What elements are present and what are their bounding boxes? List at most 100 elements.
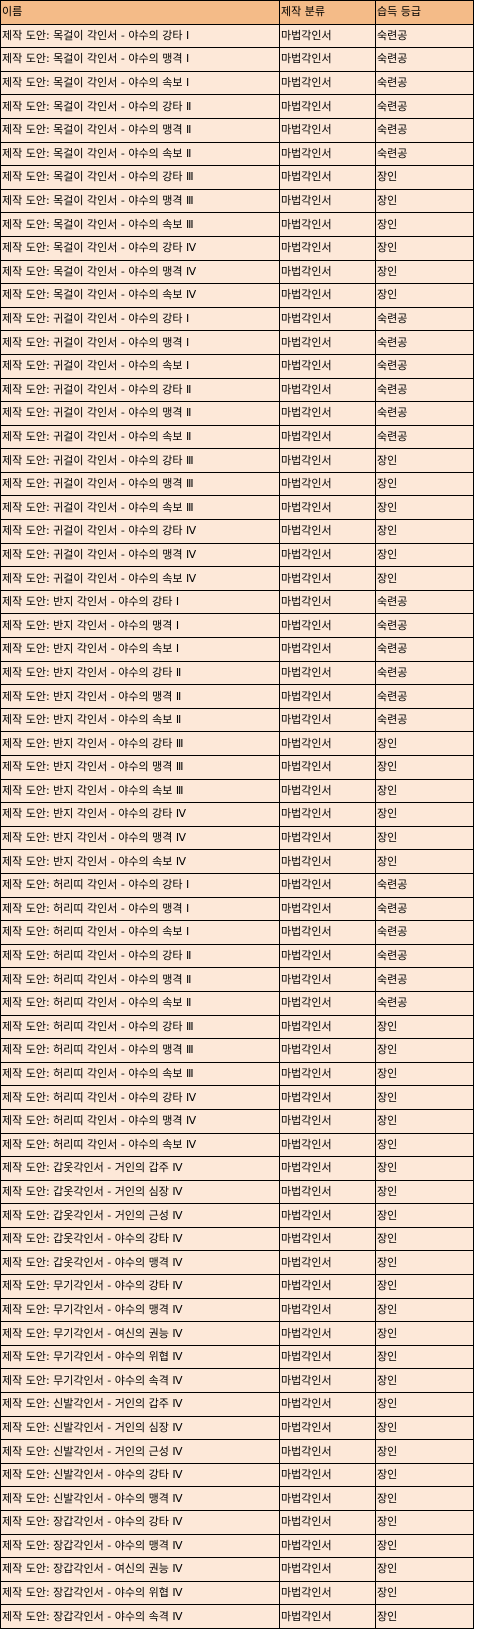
cell-grade[interactable]: 숙련공 [375,684,474,709]
cell-name[interactable]: 제작 도안: 갑옷각인서 - 거인의 심장 Ⅳ [0,1179,280,1205]
cell-category[interactable]: 마법각인서 [279,1462,376,1488]
cell-name[interactable]: 제작 도안: 장갑각인서 - 여신의 권능 Ⅳ [0,1557,280,1582]
cell-name[interactable]: 제작 도안: 귀걸이 각인서 - 야수의 강타 Ⅰ [0,306,280,332]
cell-name[interactable]: 제작 도안: 귀걸이 각인서 - 야수의 맹격 Ⅲ [0,471,280,497]
cell-category[interactable]: 마법각인서 [279,23,376,49]
cell-category[interactable]: 마법각인서 [279,212,376,237]
cell-name[interactable]: 제작 도안: 반지 각인서 - 야수의 맹격 Ⅲ [0,755,280,780]
cell-category[interactable]: 마법각인서 [279,1510,376,1535]
cell-name[interactable]: 제작 도안: 반지 각인서 - 야수의 맹격 Ⅰ [0,613,280,639]
cell-grade[interactable]: 숙련공 [375,47,474,72]
cell-name[interactable]: 제작 도안: 귀걸이 각인서 - 야수의 속보 Ⅲ [0,495,280,521]
cell-category[interactable]: 마법각인서 [279,778,376,804]
cell-name[interactable]: 제작 도안: 허리띠 각인서 - 야수의 속보 Ⅱ [0,990,280,1016]
cell-grade[interactable]: 장인 [375,519,474,544]
cell-name[interactable]: 제작 도안: 신발각인서 - 야수의 강타 Ⅳ [0,1462,280,1488]
cell-name[interactable]: 제작 도안: 허리띠 각인서 - 야수의 속보 Ⅲ [0,1061,280,1087]
cell-name[interactable]: 제작 도안: 신발각인서 - 거인의 근성 Ⅳ [0,1439,280,1464]
cell-name[interactable]: 제작 도안: 반지 각인서 - 야수의 속보 Ⅲ [0,778,280,804]
cell-category[interactable]: 마법각인서 [279,70,376,96]
cell-name[interactable]: 제작 도안: 반지 각인서 - 야수의 강타 Ⅱ [0,660,280,686]
cell-category[interactable]: 마법각인서 [279,1085,376,1110]
cell-category[interactable]: 마법각인서 [279,589,376,615]
cell-grade[interactable]: 장인 [375,1557,474,1582]
cell-category[interactable]: 마법각인서 [279,825,376,851]
cell-grade[interactable]: 장인 [375,212,474,237]
cell-grade[interactable]: 숙련공 [375,70,474,96]
cell-grade[interactable]: 장인 [375,1179,474,1205]
cell-category[interactable]: 마법각인서 [279,1132,376,1158]
cell-name[interactable]: 제작 도안: 귀걸이 각인서 - 야수의 속보 Ⅳ [0,566,280,591]
cell-category[interactable]: 마법각인서 [279,1108,376,1134]
cell-name[interactable]: 제작 도안: 무기각인서 - 야수의 위협 Ⅳ [0,1344,280,1370]
cell-grade[interactable]: 장인 [375,755,474,780]
cell-grade[interactable]: 장인 [375,1038,474,1063]
cell-category[interactable]: 마법각인서 [279,1580,376,1606]
cell-category[interactable]: 마법각인서 [279,707,376,733]
cell-category[interactable]: 마법각인서 [279,1061,376,1087]
cell-name[interactable]: 제작 도안: 목걸이 각인서 - 야수의 맹격 Ⅲ [0,188,280,214]
cell-category[interactable]: 마법각인서 [279,495,376,521]
cell-category[interactable]: 마법각인서 [279,1156,376,1181]
cell-grade[interactable]: 장인 [375,1274,474,1299]
cell-grade[interactable]: 숙련공 [375,613,474,639]
cell-grade[interactable]: 숙련공 [375,401,474,426]
cell-category[interactable]: 마법각인서 [279,401,376,426]
cell-category[interactable]: 마법각인서 [279,1344,376,1370]
cell-category[interactable]: 마법각인서 [279,448,376,473]
cell-category[interactable]: 마법각인서 [279,424,376,450]
cell-name[interactable]: 제작 도안: 목걸이 각인서 - 야수의 속보 Ⅱ [0,141,280,167]
header-category[interactable]: 제작 분류 [279,0,376,25]
cell-name[interactable]: 제작 도안: 반지 각인서 - 야수의 속보 Ⅰ [0,637,280,662]
cell-name[interactable]: 제작 도안: 허리띠 각인서 - 야수의 강타 Ⅳ [0,1085,280,1110]
cell-name[interactable]: 제작 도안: 무기각인서 - 야수의 강타 Ⅳ [0,1274,280,1299]
cell-grade[interactable]: 숙련공 [375,141,474,167]
cell-name[interactable]: 제작 도안: 목걸이 각인서 - 야수의 강타 Ⅱ [0,94,280,119]
cell-grade[interactable]: 장인 [375,1061,474,1087]
cell-category[interactable]: 마법각인서 [279,377,376,403]
cell-category[interactable]: 마법각인서 [279,1203,376,1228]
cell-grade[interactable]: 숙련공 [375,377,474,403]
cell-category[interactable]: 마법각인서 [279,141,376,167]
cell-name[interactable]: 제작 도안: 귀걸이 각인서 - 야수의 강타 Ⅱ [0,377,280,403]
cell-grade[interactable]: 숙련공 [375,306,474,332]
cell-name[interactable]: 제작 도안: 허리띠 각인서 - 야수의 강타 Ⅱ [0,943,280,969]
cell-grade[interactable]: 장인 [375,1156,474,1181]
cell-grade[interactable]: 장인 [375,1226,474,1252]
cell-category[interactable]: 마법각인서 [279,1179,376,1205]
cell-category[interactable]: 마법각인서 [279,188,376,214]
cell-grade[interactable]: 숙련공 [375,943,474,969]
cell-name[interactable]: 제작 도안: 반지 각인서 - 야수의 맹격 Ⅳ [0,825,280,851]
cell-name[interactable]: 제작 도안: 귀걸이 각인서 - 야수의 맹격 Ⅱ [0,401,280,426]
cell-grade[interactable]: 숙련공 [375,330,474,355]
cell-category[interactable]: 마법각인서 [279,117,376,143]
cell-name[interactable]: 제작 도안: 장갑각인서 - 야수의 강타 Ⅳ [0,1510,280,1535]
cell-name[interactable]: 제작 도안: 귀걸이 각인서 - 야수의 맹격 Ⅳ [0,542,280,568]
cell-name[interactable]: 제작 도안: 반지 각인서 - 야수의 맹격 Ⅱ [0,684,280,709]
cell-name[interactable]: 제작 도안: 신발각인서 - 거인의 심장 Ⅳ [0,1415,280,1441]
cell-grade[interactable]: 장인 [375,259,474,285]
cell-category[interactable]: 마법각인서 [279,1297,376,1323]
cell-name[interactable]: 제작 도안: 목걸이 각인서 - 야수의 속보 Ⅰ [0,70,280,96]
cell-category[interactable]: 마법각인서 [279,283,376,308]
cell-name[interactable]: 제작 도안: 허리띠 각인서 - 야수의 속보 Ⅰ [0,920,280,945]
cell-grade[interactable]: 장인 [375,1533,474,1559]
cell-category[interactable]: 마법각인서 [279,330,376,355]
cell-grade[interactable]: 숙련공 [375,353,474,379]
cell-name[interactable]: 제작 도안: 목걸이 각인서 - 야수의 속보 Ⅳ [0,283,280,308]
cell-name[interactable]: 제작 도안: 귀걸이 각인서 - 야수의 속보 Ⅰ [0,353,280,379]
cell-grade[interactable]: 숙련공 [375,707,474,733]
cell-grade[interactable]: 장인 [375,566,474,591]
cell-grade[interactable]: 숙련공 [375,94,474,119]
cell-category[interactable]: 마법각인서 [279,353,376,379]
cell-category[interactable]: 마법각인서 [279,1439,376,1464]
cell-category[interactable]: 마법각인서 [279,990,376,1016]
cell-name[interactable]: 제작 도안: 허리띠 각인서 - 야수의 맹격 Ⅱ [0,967,280,992]
cell-name[interactable]: 제작 도안: 갑옷각인서 - 야수의 강타 Ⅳ [0,1226,280,1252]
cell-name[interactable]: 제작 도안: 무기각인서 - 야수의 맹격 Ⅳ [0,1297,280,1323]
cell-name[interactable]: 제작 도안: 허리띠 각인서 - 야수의 강타 Ⅰ [0,872,280,898]
header-grade[interactable]: 습득 등급 [375,0,474,25]
cell-category[interactable]: 마법각인서 [279,896,376,922]
header-name[interactable]: 이름 [0,0,280,25]
cell-name[interactable]: 제작 도안: 귀걸이 각인서 - 야수의 맹격 Ⅰ [0,330,280,355]
